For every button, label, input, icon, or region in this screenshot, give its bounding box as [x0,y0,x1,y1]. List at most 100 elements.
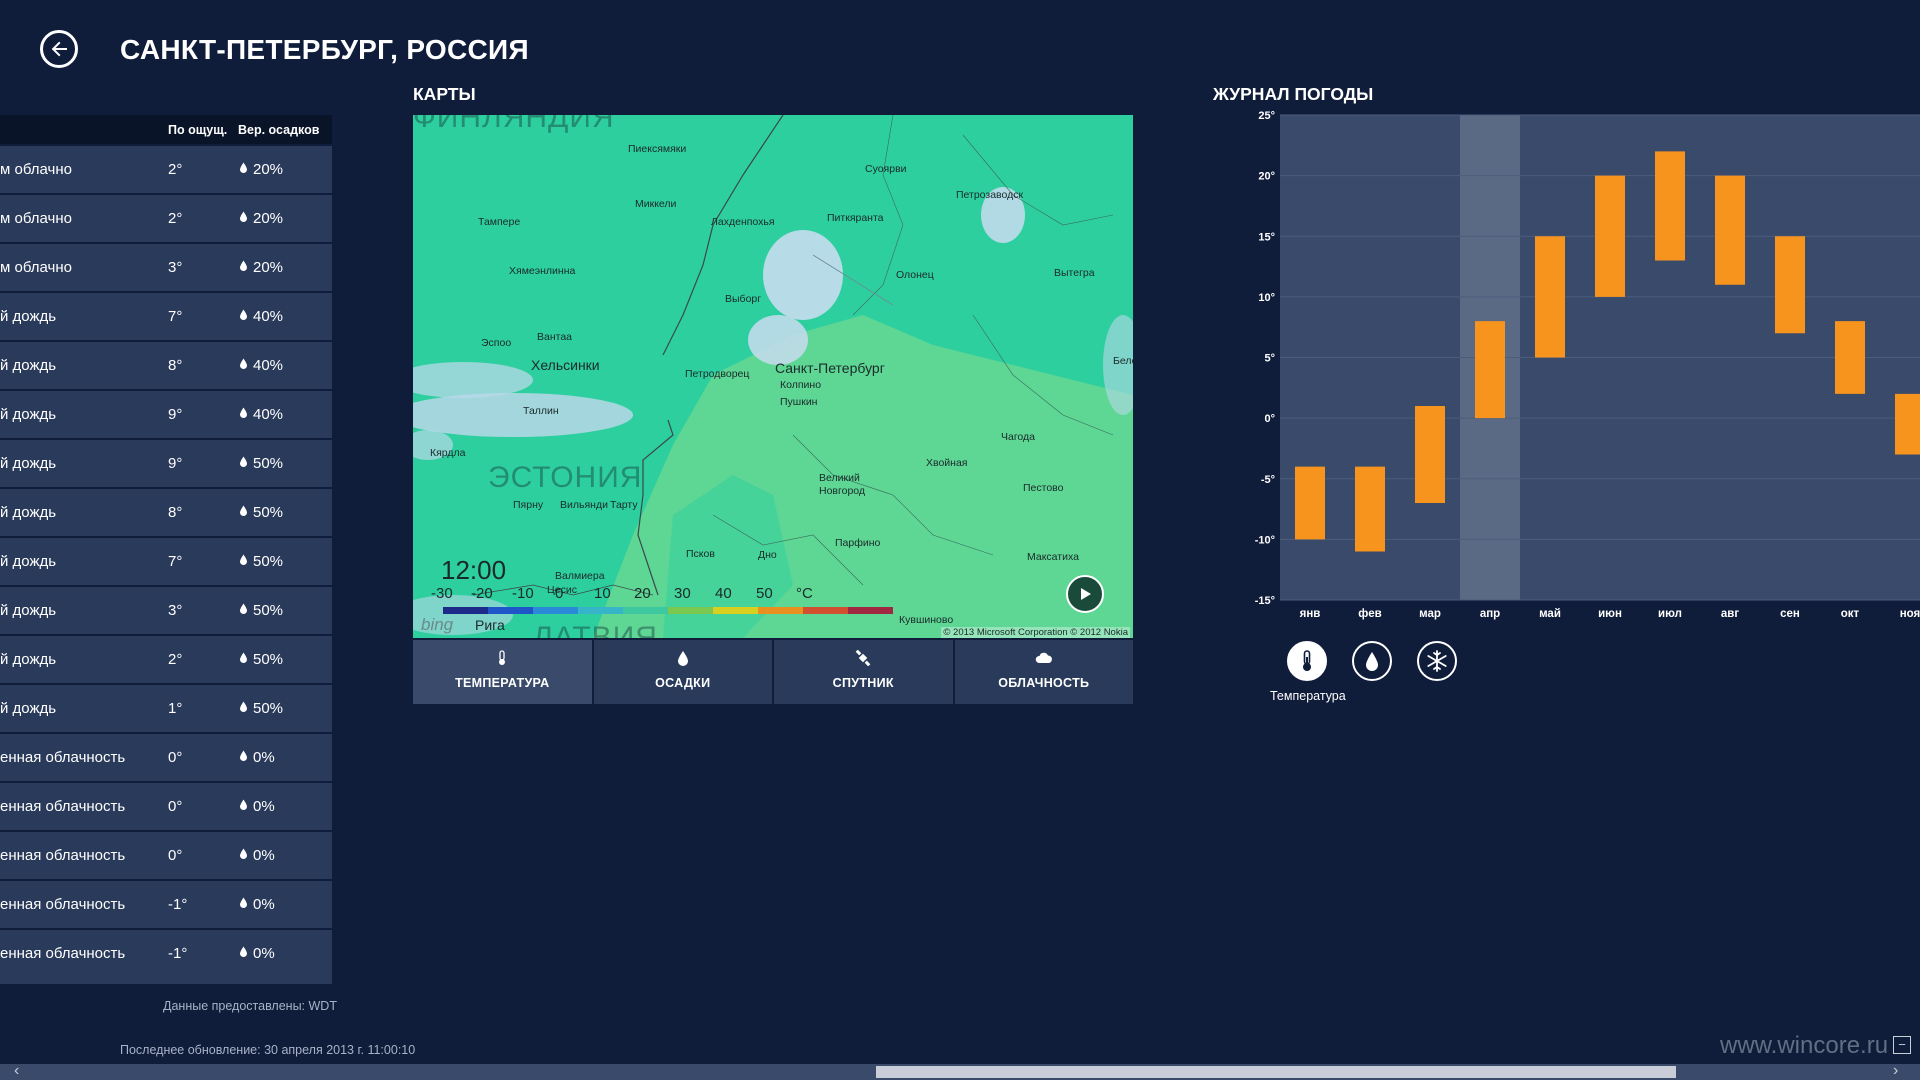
city-label: Пярну [513,499,544,511]
forecast-row[interactable]: й дождь 9° 40% [0,391,332,440]
chart-bar [1835,321,1865,394]
city-label: Новгород [819,485,866,497]
country-label-estonia: ЭСТОНИЯ [488,461,643,494]
chart-bar [1595,175,1625,297]
satellite-icon [855,650,871,666]
raindrop-icon [240,456,247,467]
mode-snow-button[interactable] [1417,641,1457,681]
forecast-row[interactable]: м облачно 3° 20% [0,244,332,293]
feels-like-value: 9° [168,455,183,472]
forecast-row[interactable]: й дождь 8° 50% [0,489,332,538]
weather-log-chart: 25° 20° 15° 10° 5° 0° -5° -10° -15° янв фев мар апр м… [1240,110,1920,630]
data-source-text: Данные предоставлены: WDT [163,999,337,1013]
chart-bar [1775,236,1805,334]
city-label: Кярдла [430,447,466,459]
precip-probability: 50% [253,455,284,472]
precip-probability: 50% [253,504,284,521]
tab-cloudiness[interactable]: ОБЛАЧНОСТЬ [954,640,1133,704]
raindrop-icon [240,946,247,957]
y-tick-label: -15° [1255,595,1275,607]
city-label: Питкяранта [827,212,884,224]
city-label: Чагода [1001,431,1036,443]
forecast-row[interactable]: й дождь 2° 50% [0,636,332,685]
scroll-left-icon[interactable]: ‹ [14,1062,20,1079]
y-tick-label: 0° [1264,413,1275,425]
play-animation-button[interactable] [1066,575,1104,613]
tab-precipitation[interactable]: ОСАДКИ [593,640,772,704]
raindrop-icon [240,260,247,271]
precip-probability: 20% [253,259,284,276]
condition-text: й дождь [0,700,57,717]
mode-precipitation-button[interactable] [1352,641,1392,681]
forecast-row[interactable]: енная облачность -1° 0% [0,930,332,979]
legend-color-segment [578,607,623,614]
city-label: Бело [1113,355,1133,367]
forecast-row[interactable]: м облачно 2° 20% [0,195,332,244]
legend-color-segment [668,607,713,614]
forecast-row[interactable]: енная облачность 0° 0% [0,783,332,832]
y-tick-label: -5° [1261,474,1275,486]
zoom-out-icon[interactable]: − [1893,1036,1911,1054]
x-tick-label: ноя [1900,608,1920,620]
city-label: Кувшиново [899,614,954,626]
condition-text: й дождь [0,406,57,423]
raindrop-icon [240,652,247,663]
condition-text: й дождь [0,308,57,325]
forecast-row[interactable]: й дождь 3° 50% [0,587,332,636]
city-label: Таллин [523,405,559,417]
feels-like-value: 8° [168,504,183,521]
mode-label: Температура [1270,689,1346,703]
city-label: Хямеэнлинна [509,265,576,277]
y-tick-label: -10° [1255,534,1275,546]
forecast-row[interactable]: енная облачность 0° 0% [0,832,332,881]
forecast-table-tail [0,976,332,984]
chart-bar [1655,151,1685,261]
watermark: www.wincore.ru [1720,1032,1889,1059]
forecast-row[interactable]: й дождь 8° 40% [0,342,332,391]
x-tick-label: окт [1841,608,1860,620]
forecast-row[interactable]: м облачно 2° 20% [0,146,332,195]
forecast-row[interactable]: й дождь 9° 50% [0,440,332,489]
arrow-left-icon [51,41,67,57]
tab-temperature[interactable]: ТЕМПЕРАТУРА [413,640,592,704]
city-label: Пиексямяки [628,143,687,155]
x-tick-label: апр [1480,608,1500,620]
raindrop-icon [1366,652,1378,671]
condition-text: й дождь [0,455,57,472]
feels-like-value: 0° [168,749,183,766]
tab-label: СПУТНИК [832,676,894,690]
city-label: Тарту [610,499,638,511]
legend-tick-label: -30 [431,585,453,602]
bing-logo: bing [421,615,454,634]
condition-text: й дождь [0,357,57,374]
legend-tick-label: 50 [756,585,773,602]
legend-tick-label: 40 [715,585,732,602]
raindrop-icon [240,309,247,320]
forecast-row[interactable]: й дождь 7° 50% [0,538,332,587]
city-label: Цесис [547,584,577,596]
precip-probability: 40% [253,406,284,423]
last-update-text: Последнее обновление: 30 апреля 2013 г. … [120,1043,416,1057]
city-label: Парфино [835,537,881,549]
forecast-row[interactable]: й дождь 7° 40% [0,293,332,342]
forecast-table[interactable]: м облачно 2° 20% м облачно 2° 20% м облачно 3° 2… [0,146,332,979]
back-button[interactable] [40,30,78,68]
forecast-row[interactable]: й дождь 1° 50% [0,685,332,734]
raindrop-icon [240,211,247,222]
weather-map[interactable]: ФИНЛЯНДИЯ ЭСТОНИЯ ЛАТВИЯ Пиексямяки Суоя… [413,115,1133,638]
scroll-right-icon[interactable]: › [1893,1062,1899,1079]
forecast-row[interactable]: енная облачность -1° 0% [0,881,332,930]
tab-satellite[interactable]: СПУТНИК [774,640,953,704]
city-label: Вильянди [560,499,608,511]
thermometer-icon [1303,650,1311,671]
city-label: Псков [686,548,715,560]
scrollbar-thumb[interactable] [876,1066,1676,1078]
forecast-row[interactable]: енная облачность 0° 0% [0,734,332,783]
city-label: Хвойная [926,457,968,469]
condition-text: й дождь [0,602,57,619]
raindrop-icon [240,162,247,173]
feels-like-value: 8° [168,357,183,374]
precip-probability: 50% [253,602,284,619]
mode-temperature-button[interactable] [1287,641,1327,681]
condition-text: м облачно [0,210,72,227]
